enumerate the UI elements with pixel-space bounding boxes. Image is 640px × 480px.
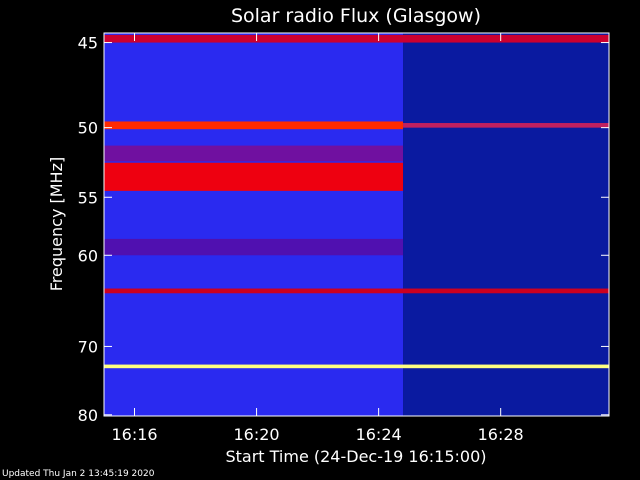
emission-band	[104, 288, 609, 294]
x-tick-label: 16:20	[234, 425, 280, 444]
y-tick-label: 55	[78, 188, 98, 207]
x-tick-label: 16:16	[111, 425, 157, 444]
intensity-segment-after	[403, 33, 609, 416]
x-axis-label: Start Time (24-Dec-19 16:15:00)	[225, 447, 486, 466]
emission-band	[403, 123, 609, 128]
intensity-segment-before	[104, 33, 404, 416]
emission-band	[104, 162, 404, 191]
emission-band	[104, 34, 609, 43]
y-tick-label: 50	[78, 119, 98, 138]
emission-band	[104, 364, 609, 369]
x-tick-label: 16:28	[478, 425, 524, 444]
emission-band	[104, 145, 404, 162]
y-axis-label: Frequency [MHz]	[47, 157, 66, 291]
plot-area	[104, 33, 609, 416]
y-tick-label: 60	[78, 246, 98, 265]
x-tick-label: 16:24	[356, 425, 402, 444]
y-tick-label: 70	[78, 337, 98, 356]
chart-title: Solar radio Flux (Glasgow)	[231, 5, 481, 27]
emission-band	[104, 121, 404, 130]
axis-ticks: 45 50 55 60 70 80 16:16 16:20 16:24 16:28	[78, 33, 609, 444]
y-tick-label: 45	[78, 34, 98, 53]
plot-frame	[103, 32, 610, 417]
y-tick-label: 80	[78, 406, 98, 425]
emission-band	[104, 238, 404, 256]
updated-timestamp: Updated Thu Jan 2 13:45:19 2020	[2, 469, 155, 479]
